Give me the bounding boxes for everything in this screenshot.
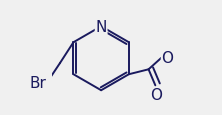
Text: Br: Br (30, 75, 46, 90)
Text: O: O (161, 51, 173, 66)
Text: N: N (95, 20, 107, 34)
Text: O: O (150, 87, 162, 102)
